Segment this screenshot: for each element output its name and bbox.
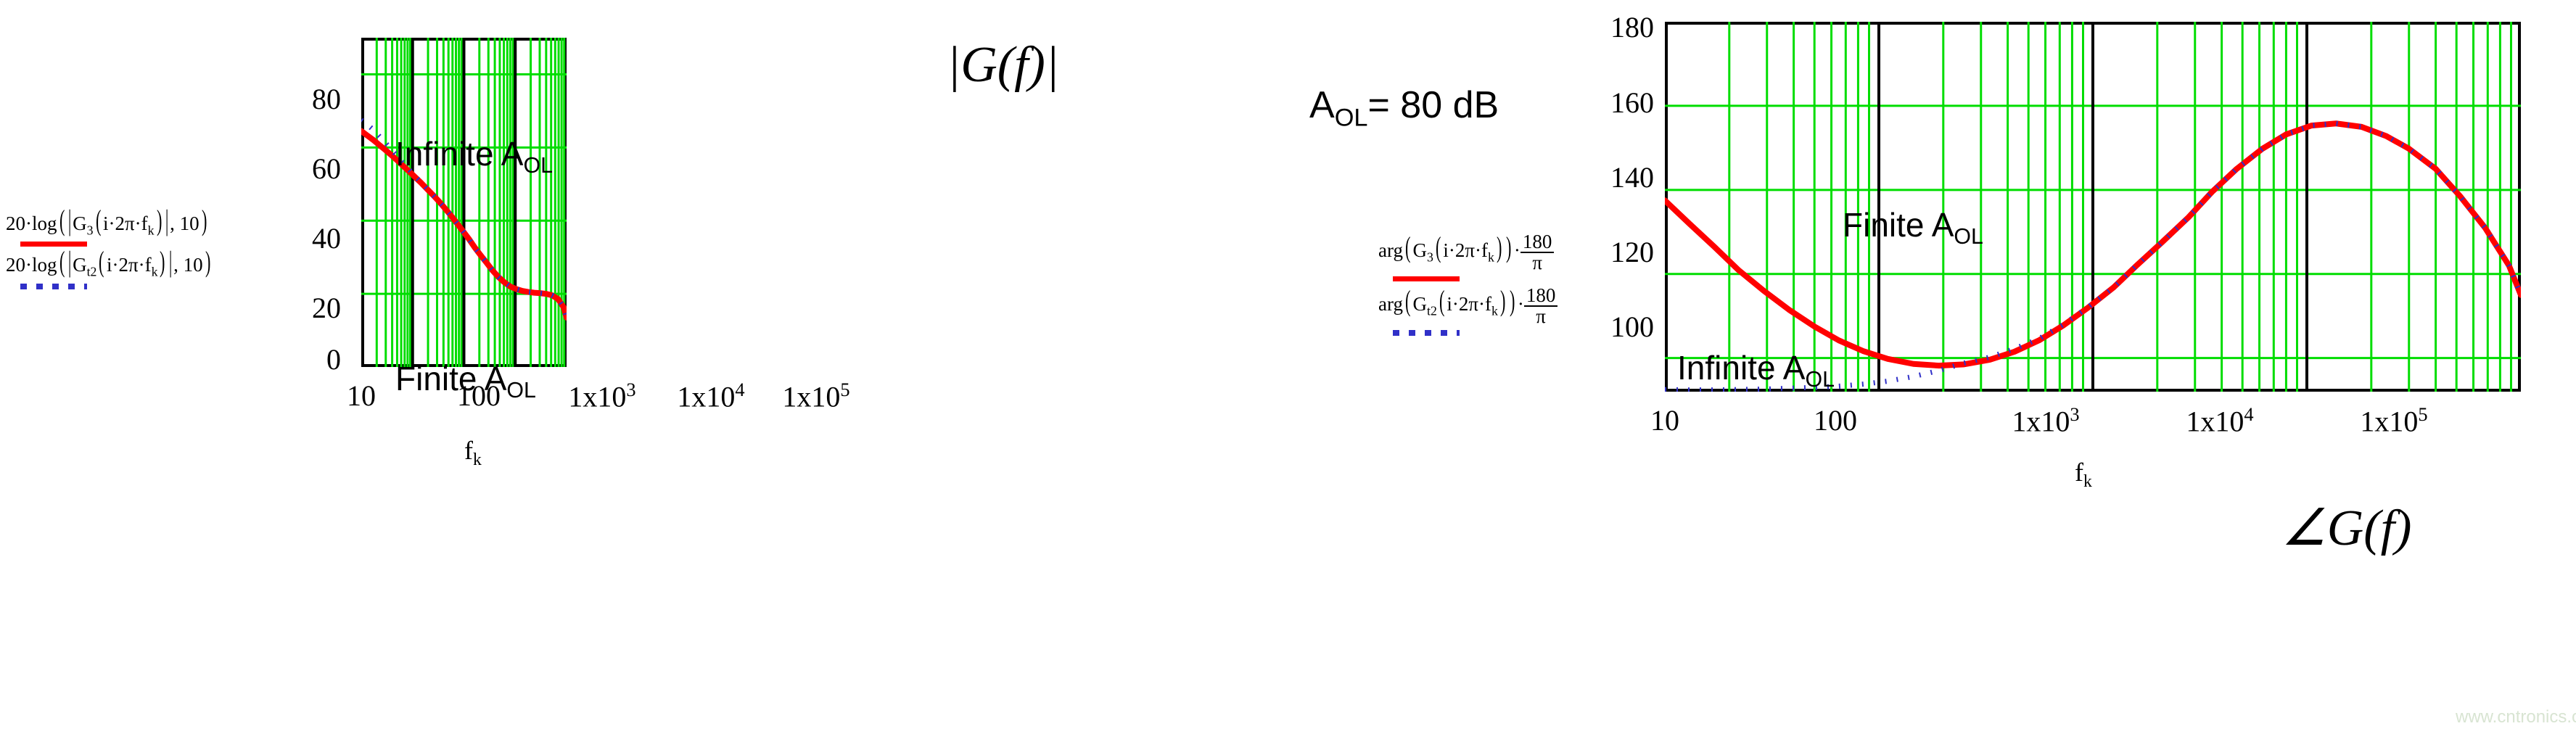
phase-xtick-1e5: 1x105: [2360, 403, 2428, 438]
legend-row-gt2: 20·log(|Gt2(i·2π·fk) |, 10): [6, 245, 347, 289]
legend-fn: G: [1412, 239, 1428, 262]
magnitude-plot-svg: [361, 38, 567, 367]
legend-prefix: arg: [1378, 239, 1403, 262]
legend-expression-g3: 20·log(|G3(i·2π·fk) |, 10): [6, 204, 207, 238]
phase-title: ∠G(f): [2281, 500, 2412, 556]
magnitude-xtick-1e3: 1x103: [568, 379, 636, 413]
phase-xtick-10: 10: [1650, 404, 1679, 437]
legend-arg-sub: k: [151, 264, 158, 279]
magnitude-xaxis-label: fk: [464, 436, 482, 470]
legend-fraction: 180 π: [1520, 232, 1555, 273]
magnitude-xtick-1e4: 1x104: [677, 379, 745, 413]
phase-ytick-180: 180: [1610, 11, 1654, 44]
phase-ytick-100: 100: [1610, 310, 1654, 343]
phase-ytick-120: 120: [1610, 236, 1654, 268]
legend-fn-sub: t2: [86, 264, 97, 279]
legend-fn: G: [73, 254, 87, 276]
magnitude-ytick-80: 80: [312, 83, 341, 115]
phase-annotation-infinite-aol: Infinite AOL: [1677, 349, 1835, 392]
legend-row-arg-g3: arg(G3(i·2π·fk)) · 180 π: [1378, 232, 1719, 281]
magnitude-annotation-finite-aol: Finite AOL: [395, 360, 536, 403]
legend-swatch-dotted-blue: [1393, 330, 1460, 336]
phase-xaxis-label: fk: [2075, 458, 2092, 492]
legend-fn-sub: 3: [1427, 250, 1433, 265]
magnitude-annotation-infinite-aol: Infinite AOL: [395, 135, 553, 178]
aol-symbol: A: [1309, 84, 1335, 126]
magnitude-title: |G(f)|: [947, 37, 1060, 93]
legend-tail: , 10: [170, 213, 199, 234]
legend-fn-sub: t2: [1427, 303, 1437, 318]
phase-legend: arg(G3(i·2π·fk)) · 180 π arg(Gt2(i·2π·fk)) ·…: [1378, 232, 1719, 339]
legend-arg: i·2π·f: [103, 213, 148, 234]
legend-arg: i·2π·f: [1447, 293, 1491, 316]
legend-swatch-dotted-blue: [20, 283, 87, 289]
magnitude-ytick-40: 40: [312, 222, 341, 255]
legend-arg-sub: k: [1491, 303, 1498, 318]
magnitude-ytick-0: 0: [326, 343, 341, 376]
legend-tail: , 10: [173, 254, 203, 276]
legend-expression-arg-gt2: arg(Gt2(i·2π·fk)) · 180 π: [1378, 286, 1719, 326]
magnitude-ytick-20: 20: [312, 292, 341, 324]
legend-prefix: 20·log: [6, 254, 57, 276]
aol-subscript: OL: [1334, 104, 1368, 132]
legend-fraction: 180 π: [1523, 286, 1558, 326]
legend-arg: i·2π·f: [106, 254, 152, 276]
aol-value: = 80 dB: [1367, 84, 1499, 126]
legend-fn-sub: 3: [86, 223, 94, 238]
phase-xtick-1e3: 1x103: [2012, 403, 2080, 438]
magnitude-legend: 20·log(|G3(i·2π·fk) |, 10) 20·log(|Gt2(i·…: [6, 204, 347, 293]
legend-swatch-solid-red: [1393, 276, 1460, 281]
magnitude-xtick-1e5: 1x105: [782, 379, 850, 413]
legend-prefix: arg: [1378, 293, 1403, 316]
phase-plot-svg: [1665, 22, 2521, 392]
legend-expression-arg-g3: arg(G3(i·2π·fk)) · 180 π: [1378, 232, 1719, 273]
legend-expression-gt2: 20·log(|Gt2(i·2π·fk) |, 10): [6, 245, 211, 279]
legend-arg-sub: k: [1488, 250, 1494, 265]
magnitude-xtick-10: 10: [347, 379, 376, 412]
legend-prefix: 20·log: [6, 213, 57, 234]
phase-xtick-100: 100: [1814, 404, 1857, 437]
legend-swatch-solid-red: [20, 242, 87, 247]
legend-row-arg-gt2: arg(Gt2(i·2π·fk)) · 180 π: [1378, 286, 1719, 336]
phase-xtick-1e4: 1x104: [2186, 403, 2254, 438]
aol-value-annotation: AOL= 80 dB: [1309, 83, 1499, 132]
magnitude-ytick-60: 60: [312, 152, 341, 185]
phase-ytick-160: 160: [1610, 86, 1654, 119]
watermark: www.cntronics.com: [2456, 707, 2576, 727]
magnitude-xtick-100: 100: [457, 379, 501, 412]
legend-fn: G: [73, 213, 87, 234]
legend-arg-sub: k: [147, 223, 155, 238]
legend-row-g3: 20·log(|G3(i·2π·fk) |, 10): [6, 204, 347, 247]
legend-arg: i·2π·f: [1443, 239, 1489, 262]
phase-annotation-finite-aol: Finite AOL: [1843, 206, 1983, 250]
phase-ytick-140: 140: [1610, 161, 1654, 194]
legend-fn: G: [1412, 293, 1428, 316]
